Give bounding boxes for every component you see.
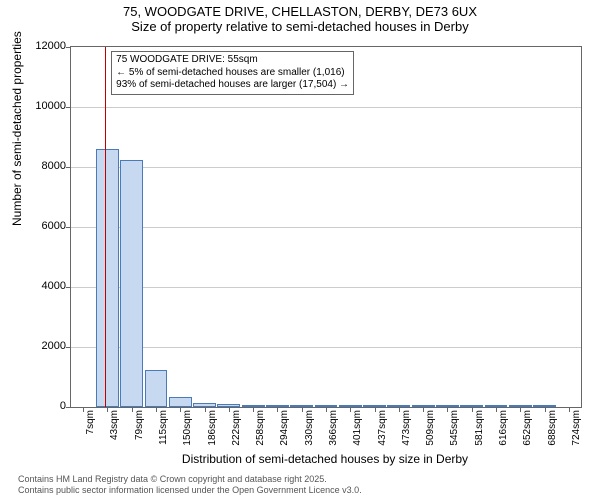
x-axis-label: Distribution of semi-detached houses by … bbox=[70, 452, 580, 466]
x-tick-mark bbox=[399, 407, 400, 412]
x-tick-mark bbox=[83, 407, 84, 412]
title-block: 75, WOODGATE DRIVE, CHELLASTON, DERBY, D… bbox=[0, 0, 600, 34]
x-tick-label: 150sqm bbox=[182, 410, 193, 446]
annotation-box: 75 WOODGATE DRIVE: 55sqm ← 5% of semi-de… bbox=[111, 51, 354, 95]
y-tick-label: 4000 bbox=[16, 280, 66, 292]
title-line2: Size of property relative to semi-detach… bbox=[0, 19, 600, 34]
x-tick-label: 330sqm bbox=[304, 410, 315, 446]
histogram-bar bbox=[120, 160, 143, 408]
y-tick-mark bbox=[66, 407, 71, 408]
y-tick-label: 6000 bbox=[16, 220, 66, 232]
gridline bbox=[71, 227, 581, 228]
annotation-line2: ← 5% of semi-detached houses are smaller… bbox=[116, 67, 349, 80]
y-tick-mark bbox=[66, 227, 71, 228]
x-tick-mark bbox=[326, 407, 327, 412]
x-tick-label: 43sqm bbox=[109, 410, 120, 440]
x-tick-mark bbox=[569, 407, 570, 412]
title-line1: 75, WOODGATE DRIVE, CHELLASTON, DERBY, D… bbox=[0, 4, 600, 19]
x-tick-mark bbox=[375, 407, 376, 412]
x-tick-label: 437sqm bbox=[377, 410, 388, 446]
red-marker-line bbox=[105, 47, 106, 407]
x-tick-label: 401sqm bbox=[352, 410, 363, 446]
x-tick-label: 366sqm bbox=[328, 410, 339, 446]
y-tick-label: 10000 bbox=[16, 100, 66, 112]
y-axis-label: Number of semi-detached properties bbox=[10, 31, 24, 226]
gridline bbox=[71, 107, 581, 108]
x-tick-mark bbox=[472, 407, 473, 412]
x-tick-mark bbox=[545, 407, 546, 412]
footer: Contains HM Land Registry data © Crown c… bbox=[18, 474, 362, 496]
x-tick-label: 581sqm bbox=[474, 410, 485, 446]
x-tick-label: 473sqm bbox=[401, 410, 412, 446]
y-tick-label: 2000 bbox=[16, 340, 66, 352]
histogram-bar bbox=[169, 397, 192, 407]
x-tick-label: 186sqm bbox=[207, 410, 218, 446]
y-tick-mark bbox=[66, 47, 71, 48]
x-tick-mark bbox=[253, 407, 254, 412]
gridline bbox=[71, 287, 581, 288]
footer-line1: Contains HM Land Registry data © Crown c… bbox=[18, 474, 362, 485]
gridline bbox=[71, 167, 581, 168]
y-tick-label: 0 bbox=[16, 400, 66, 412]
x-tick-mark bbox=[205, 407, 206, 412]
footer-line2: Contains public sector information licen… bbox=[18, 485, 362, 496]
x-tick-label: 616sqm bbox=[498, 410, 509, 446]
x-tick-label: 545sqm bbox=[449, 410, 460, 446]
x-tick-label: 724sqm bbox=[571, 410, 582, 446]
x-tick-label: 509sqm bbox=[425, 410, 436, 446]
chart-plot-area: 75 WOODGATE DRIVE: 55sqm ← 5% of semi-de… bbox=[70, 46, 582, 408]
y-tick-mark bbox=[66, 167, 71, 168]
annotation-line1: 75 WOODGATE DRIVE: 55sqm bbox=[116, 54, 349, 67]
x-tick-label: 258sqm bbox=[255, 410, 266, 446]
x-tick-mark bbox=[302, 407, 303, 412]
x-tick-mark bbox=[229, 407, 230, 412]
x-tick-label: 79sqm bbox=[134, 410, 145, 440]
histogram-bar bbox=[96, 149, 119, 407]
x-tick-label: 652sqm bbox=[522, 410, 533, 446]
histogram-bar bbox=[145, 370, 168, 408]
y-tick-label: 8000 bbox=[16, 160, 66, 172]
x-tick-label: 688sqm bbox=[547, 410, 558, 446]
annotation-line3: 93% of semi-detached houses are larger (… bbox=[116, 79, 349, 92]
y-tick-label: 12000 bbox=[16, 40, 66, 52]
y-tick-mark bbox=[66, 107, 71, 108]
x-tick-label: 222sqm bbox=[231, 410, 242, 446]
y-tick-mark bbox=[66, 287, 71, 288]
y-tick-mark bbox=[66, 347, 71, 348]
x-tick-label: 7sqm bbox=[85, 410, 96, 434]
chart-container: 75, WOODGATE DRIVE, CHELLASTON, DERBY, D… bbox=[0, 0, 600, 500]
gridline bbox=[71, 347, 581, 348]
x-tick-mark bbox=[423, 407, 424, 412]
x-tick-label: 115sqm bbox=[158, 410, 169, 445]
x-tick-mark bbox=[496, 407, 497, 412]
x-tick-mark bbox=[132, 407, 133, 412]
x-tick-mark bbox=[156, 407, 157, 412]
x-tick-label: 294sqm bbox=[279, 410, 290, 446]
